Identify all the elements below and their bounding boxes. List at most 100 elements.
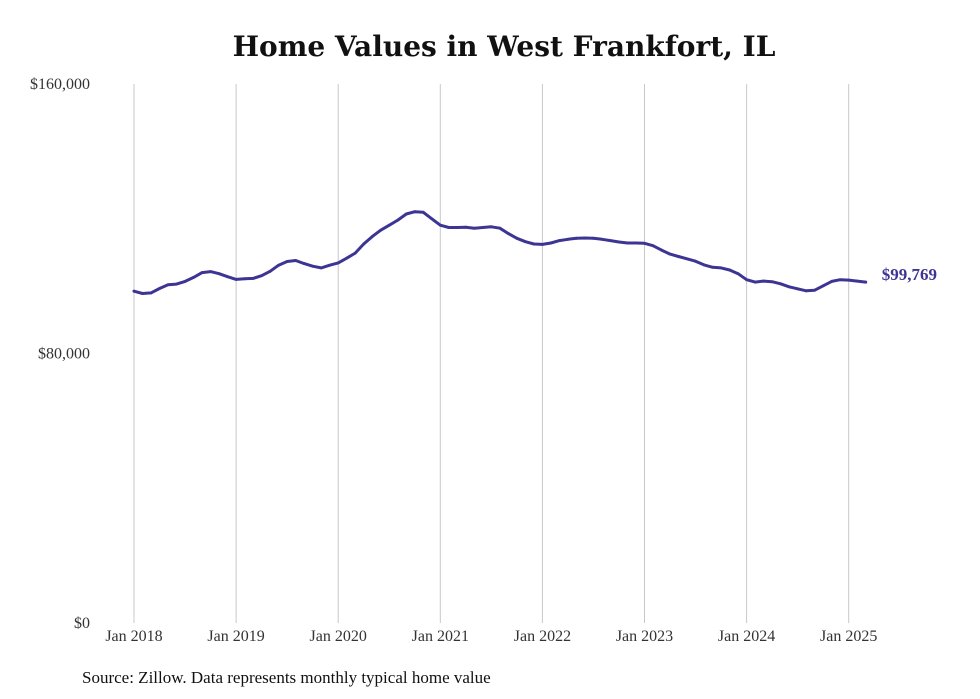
- data-point-2024-03: [762, 279, 766, 283]
- y-tick-label-2: $160,000: [30, 76, 90, 93]
- data-point-2019-02: [243, 277, 247, 281]
- data-point-2021-04: [464, 225, 468, 229]
- data-point-2023-12: [736, 272, 740, 276]
- data-point-2021-07: [489, 225, 493, 229]
- data-point-2024-11: [830, 280, 834, 283]
- data-point-2019-09: [302, 262, 306, 265]
- data-point-2025-01: [847, 278, 851, 282]
- data-point-2018-05: [166, 283, 170, 287]
- data-point-2018-12: [226, 275, 229, 279]
- data-point-2020-06: [379, 228, 383, 232]
- data-point-2020-03: [353, 251, 357, 255]
- data-point-2022-07: [592, 236, 595, 240]
- data-point-2025-02: [855, 279, 859, 283]
- data-point-2021-09: [506, 232, 510, 235]
- data-point-2024-05: [779, 282, 783, 286]
- data-point-2021-10: [515, 236, 519, 240]
- y-axis-ticks: $0 $80,000 $160,000: [30, 76, 90, 632]
- data-point-2018-08: [192, 275, 195, 279]
- data-point-2020-05: [370, 235, 374, 239]
- data-point-2019-05: [268, 269, 272, 273]
- data-point-2022-06: [583, 236, 587, 240]
- x-tick-label-1: Jan 2019: [207, 628, 264, 645]
- data-point-2019-01: [234, 277, 238, 281]
- data-point-2020-08: [396, 218, 400, 222]
- data-point-2018-01: [132, 289, 136, 293]
- data-point-2024-10: [821, 284, 825, 288]
- x-tick-label-3: Jan 2021: [412, 628, 469, 645]
- data-point-2020-12: [430, 217, 434, 221]
- data-point-2023-11: [728, 268, 731, 272]
- data-point-2022-03: [558, 239, 561, 243]
- x-tick-label-2: Jan 2020: [310, 628, 367, 645]
- x-tick-label-5: Jan 2023: [616, 628, 673, 645]
- data-point-2023-06: [685, 257, 689, 261]
- x-tick-label-7: Jan 2025: [820, 628, 877, 645]
- data-point-2021-11: [523, 240, 527, 244]
- data-point-2020-01: [336, 261, 340, 265]
- x-tick-label-6: Jan 2024: [718, 628, 775, 645]
- data-point-2021-02: [447, 226, 451, 229]
- data-point-2020-11: [421, 210, 425, 214]
- y-tick-label-0: $0: [74, 615, 90, 632]
- data-point-2022-02: [549, 241, 553, 245]
- data-point-2024-08: [804, 289, 808, 293]
- data-point-2019-10: [311, 264, 315, 268]
- data-point-2021-03: [455, 226, 459, 229]
- data-point-2024-09: [813, 288, 817, 292]
- data-point-2023-09: [711, 265, 714, 269]
- data-point-2021-12: [532, 242, 536, 246]
- data-point-2020-09: [404, 212, 408, 216]
- data-point-2023-04: [668, 252, 672, 256]
- data-point-2018-11: [217, 272, 221, 276]
- x-tick-label-0: Jan 2018: [105, 628, 162, 645]
- data-point-2020-02: [345, 256, 349, 260]
- data-point-2022-05: [575, 236, 578, 240]
- data-point-2018-07: [183, 280, 187, 283]
- data-point-2023-03: [660, 248, 663, 252]
- data-point-2022-12: [634, 241, 638, 245]
- data-point-2019-03: [251, 276, 255, 280]
- data-point-2019-11: [319, 266, 323, 270]
- data-point-2021-01: [438, 223, 442, 227]
- data-point-2023-02: [651, 244, 655, 248]
- source-note: Source: Zillow. Data represents monthly …: [82, 668, 491, 687]
- data-point-2018-04: [158, 287, 161, 290]
- data-point-2023-08: [702, 263, 706, 267]
- data-point-2020-04: [362, 242, 366, 246]
- data-point-2021-06: [481, 226, 485, 229]
- data-point-2022-10: [617, 240, 621, 244]
- data-point-2024-06: [787, 285, 791, 289]
- data-point-2018-02: [141, 292, 144, 295]
- data-point-2020-10: [413, 210, 417, 214]
- data-point-2022-01: [541, 242, 544, 246]
- data-point-2025-03: [864, 280, 868, 284]
- data-point-2019-08: [294, 259, 298, 262]
- data-point-2022-08: [600, 237, 604, 241]
- data-point-2024-12: [838, 278, 842, 282]
- data-point-2024-07: [796, 287, 800, 291]
- x-tick-label-4: Jan 2022: [514, 628, 571, 645]
- data-point-2019-04: [260, 274, 264, 278]
- data-point-2023-01: [643, 241, 646, 245]
- end-value-label: $99,769: [882, 265, 937, 284]
- gridlines: [133, 84, 850, 623]
- data-point-2021-08: [498, 226, 502, 230]
- data-point-2024-04: [770, 280, 774, 284]
- data-point-2018-09: [200, 271, 204, 275]
- x-axis-ticks: Jan 2018 Jan 2019 Jan 2020 Jan 2021 Jan 2022…: [105, 628, 877, 645]
- y-tick-label-1: $80,000: [38, 346, 90, 363]
- data-point-2018-06: [175, 282, 178, 286]
- data-point-2024-01: [745, 278, 748, 282]
- data-point-2024-02: [753, 280, 757, 284]
- data-point-2019-06: [277, 263, 281, 267]
- data-point-2018-10: [209, 270, 212, 274]
- data-point-2022-04: [566, 237, 570, 241]
- data-point-2023-05: [677, 255, 680, 258]
- data-point-2018-03: [149, 291, 153, 295]
- data-point-2022-09: [609, 239, 612, 243]
- data-point-2019-07: [285, 260, 289, 263]
- data-point-2021-05: [472, 226, 476, 230]
- data-point-2019-12: [328, 263, 332, 267]
